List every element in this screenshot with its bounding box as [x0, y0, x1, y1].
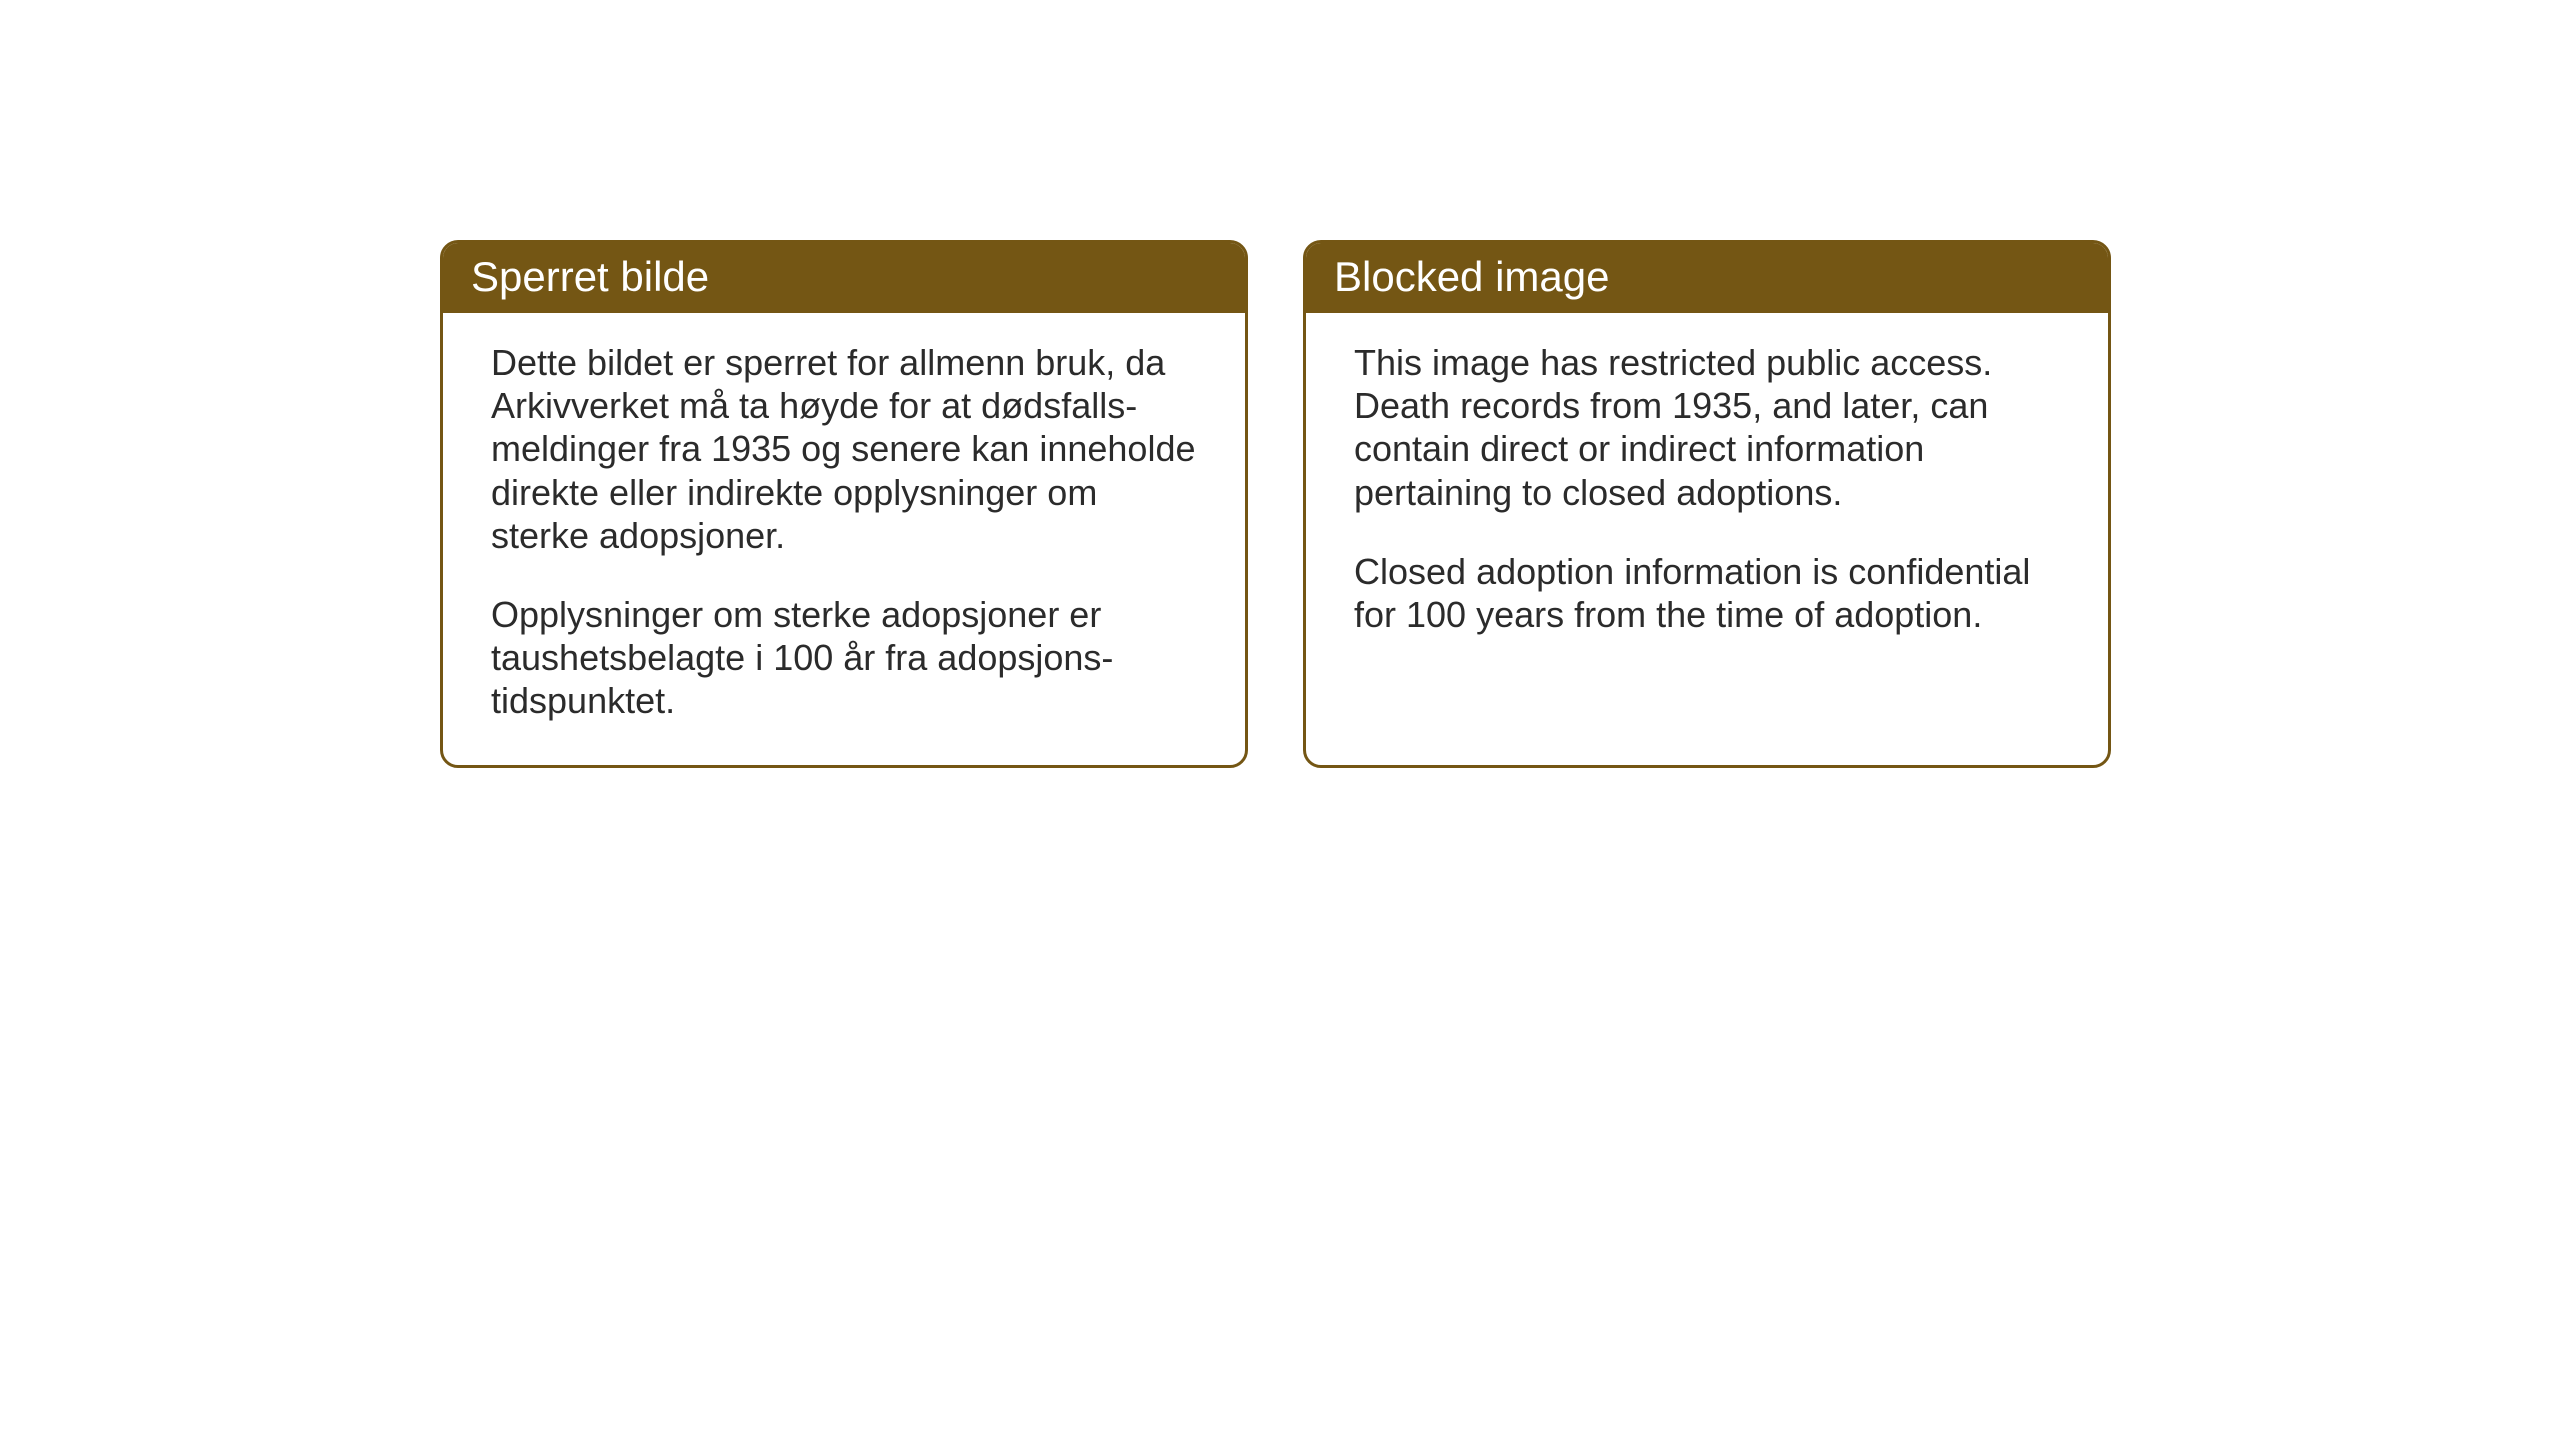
card-header-english: Blocked image [1306, 243, 2108, 313]
card-body-english: This image has restricted public access.… [1306, 313, 2108, 678]
notice-card-english: Blocked image This image has restricted … [1303, 240, 2111, 768]
card-header-norwegian: Sperret bilde [443, 243, 1245, 313]
paragraph-text: Closed adoption information is confident… [1354, 550, 2068, 636]
paragraph-text: Opplysninger om sterke adopsjoner er tau… [491, 593, 1205, 723]
paragraph-text: Dette bildet er sperret for allmenn bruk… [491, 341, 1205, 557]
notice-cards-container: Sperret bilde Dette bildet er sperret fo… [440, 240, 2120, 768]
paragraph-text: This image has restricted public access.… [1354, 341, 2068, 514]
notice-card-norwegian: Sperret bilde Dette bildet er sperret fo… [440, 240, 1248, 768]
card-body-norwegian: Dette bildet er sperret for allmenn bruk… [443, 313, 1245, 765]
